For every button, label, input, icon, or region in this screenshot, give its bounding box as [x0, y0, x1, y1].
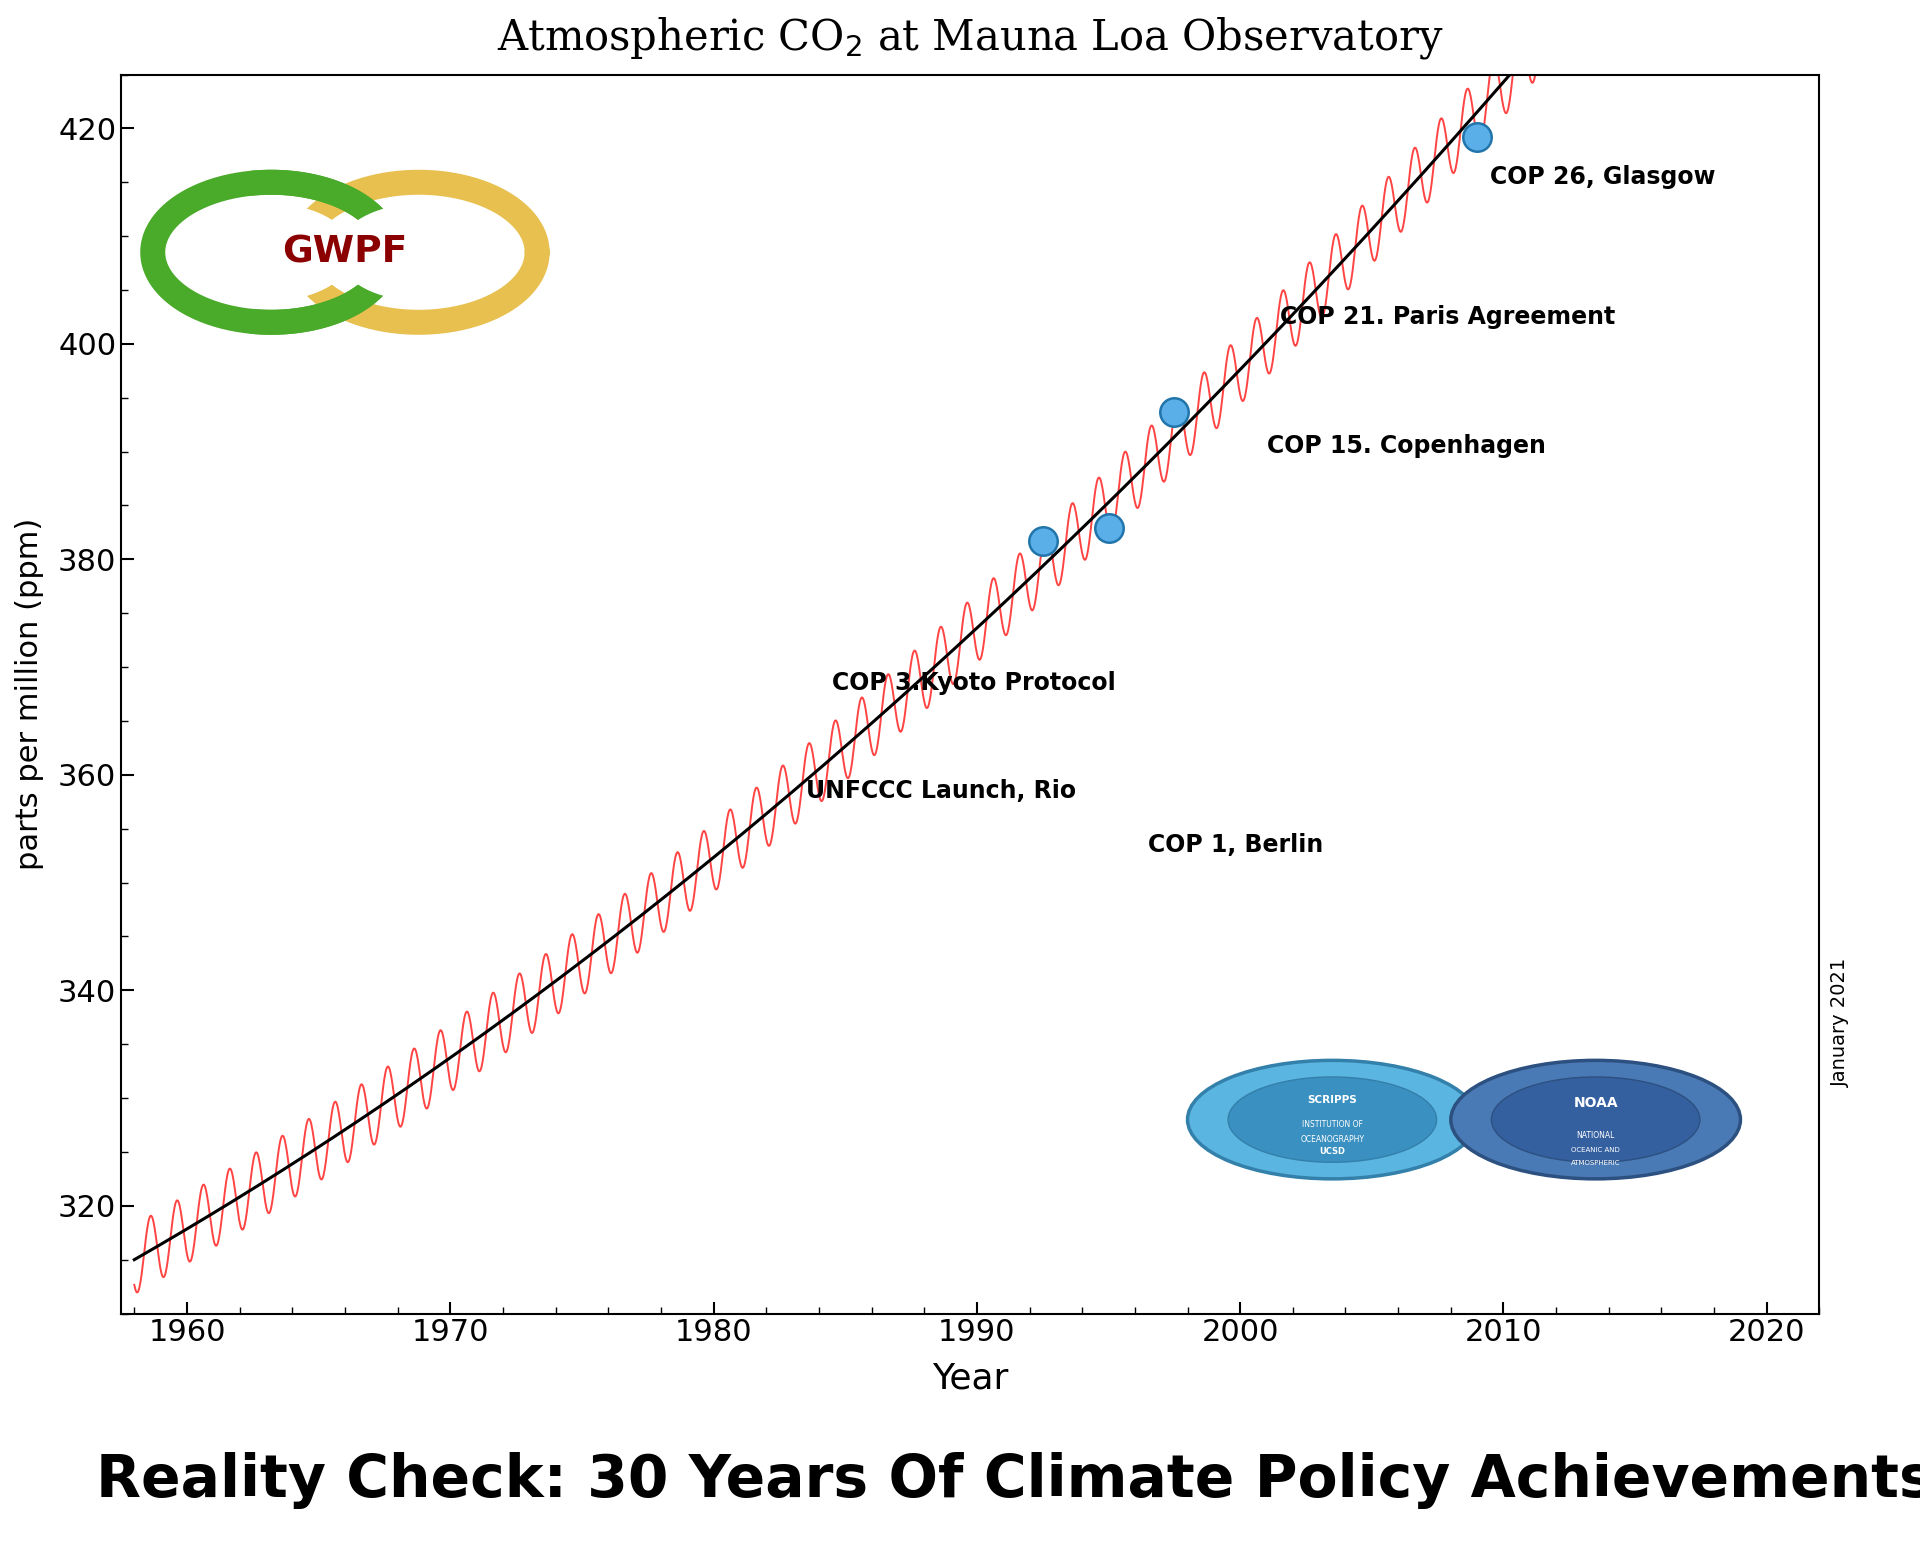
Text: OCEANOGRAPHY: OCEANOGRAPHY	[1300, 1135, 1365, 1144]
Text: COP 15. Copenhagen: COP 15. Copenhagen	[1267, 434, 1546, 458]
Polygon shape	[190, 205, 351, 299]
X-axis label: Year: Year	[931, 1362, 1008, 1395]
Point	[1027, 528, 1058, 553]
Polygon shape	[338, 205, 499, 299]
Text: COP 3.Kyoto Protocol: COP 3.Kyoto Protocol	[831, 671, 1116, 696]
Text: NOAA: NOAA	[1572, 1097, 1619, 1111]
Text: January 2021: January 2021	[1832, 957, 1851, 1087]
Text: GWPF: GWPF	[282, 235, 407, 270]
Text: ATMOSPHERIC: ATMOSPHERIC	[1571, 1160, 1620, 1166]
Text: INSTITUTION OF: INSTITUTION OF	[1302, 1120, 1363, 1130]
Text: UCSD: UCSD	[1319, 1147, 1346, 1156]
Text: UNFCCC Launch, Rio: UNFCCC Launch, Rio	[806, 779, 1075, 802]
Text: Reality Check: 30 Years Of Climate Policy Achievements: Reality Check: 30 Years Of Climate Polic…	[96, 1453, 1920, 1509]
Polygon shape	[338, 205, 499, 299]
Point	[1092, 516, 1123, 541]
Y-axis label: parts per million (ppm): parts per million (ppm)	[15, 519, 44, 870]
Circle shape	[1229, 1077, 1436, 1163]
Circle shape	[1492, 1077, 1699, 1163]
Title: Atmospheric CO$_2$ at Mauna Loa Observatory: Atmospheric CO$_2$ at Mauna Loa Observat…	[497, 16, 1444, 61]
Polygon shape	[190, 205, 351, 299]
Text: OCEANIC AND: OCEANIC AND	[1571, 1147, 1620, 1153]
Circle shape	[1187, 1061, 1476, 1178]
Text: COP 26, Glasgow: COP 26, Glasgow	[1490, 165, 1716, 190]
Point	[1461, 125, 1492, 150]
Point	[1160, 400, 1190, 425]
Text: NATIONAL: NATIONAL	[1576, 1131, 1615, 1141]
Text: COP 21. Paris Agreement: COP 21. Paris Agreement	[1279, 306, 1615, 329]
Text: COP 1, Berlin: COP 1, Berlin	[1148, 834, 1323, 857]
Circle shape	[1452, 1061, 1740, 1178]
Text: SCRIPPS: SCRIPPS	[1308, 1095, 1357, 1105]
